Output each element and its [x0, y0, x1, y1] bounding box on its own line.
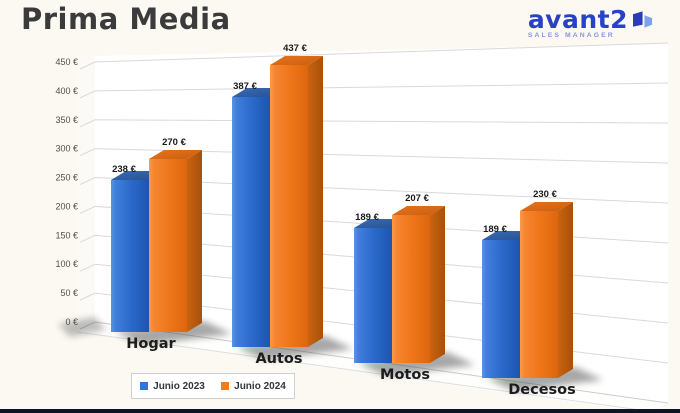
legend-swatch-junio-2023 — [140, 382, 149, 390]
value-label: 437 € — [283, 43, 307, 54]
value-label: 189 € — [355, 212, 379, 223]
chart-legend: Junio 2023 Junio 2024 — [131, 373, 295, 399]
y-axis-label: 250 € — [55, 173, 78, 183]
bar-motos-2024 — [392, 215, 430, 363]
bar-decesos-2024 — [520, 211, 558, 378]
y-axis-label: 200 € — [55, 201, 78, 211]
brand-tagline: SALES MANAGER — [527, 32, 615, 39]
gridline-300 — [79, 148, 669, 164]
bar-motos-2023 — [354, 228, 392, 363]
legend-swatch-junio-2024 — [221, 382, 230, 390]
floor-front-edge — [76, 331, 649, 412]
bar-autos-2024 — [270, 65, 308, 347]
brand-icon — [633, 11, 653, 28]
bar-shadow-motos — [358, 352, 475, 376]
gridline-200 — [79, 205, 669, 244]
bar-shadow-hogar — [115, 321, 232, 345]
legend-item-junio-2024[interactable]: Junio 2024 — [221, 381, 286, 392]
bar-side-hogar-2024 — [187, 150, 202, 332]
gridline-150 — [79, 234, 669, 284]
bar-top-hogar-2024 — [149, 150, 202, 159]
category-label-decesos: Decesos — [508, 382, 576, 398]
category-label-hogar: Hogar — [126, 336, 176, 352]
gridline-400 — [79, 82, 669, 99]
bar-hogar-2023 — [111, 180, 149, 332]
legend-label: Junio 2024 — [234, 380, 286, 392]
floor-corner-shadow — [58, 317, 106, 337]
bar-side-motos-2024 — [430, 206, 445, 363]
y-axis-label: 450 € — [55, 57, 78, 67]
gridline-450 — [79, 42, 669, 70]
value-label: 230 € — [533, 189, 557, 200]
y-axis-label: 150 € — [55, 230, 78, 240]
chart-side-wall — [77, 56, 95, 332]
gridline-100 — [79, 263, 669, 324]
y-axis-label: 100 € — [55, 259, 78, 269]
value-label: 207 € — [405, 193, 429, 204]
y-axis-label: 350 € — [55, 115, 78, 125]
bar-top-decesos-2024 — [520, 202, 573, 211]
value-label: 270 € — [162, 137, 186, 148]
bar-hogar-2024 — [149, 159, 187, 332]
category-label-motos: Motos — [380, 367, 430, 383]
bar-shadow-decesos — [486, 367, 603, 391]
bar-autos-2023 — [232, 97, 270, 347]
bar-side-decesos-2024 — [558, 202, 573, 378]
brand-logo: avant2 SALES MANAGER — [528, 7, 654, 40]
gridline-350 — [79, 119, 669, 128]
gridline-250 — [79, 177, 669, 204]
legend-item-junio-2023[interactable]: Junio 2023 — [140, 381, 205, 392]
bar-top-autos-2024 — [270, 56, 323, 65]
category-label-autos: Autos — [255, 351, 302, 367]
y-axis-label: 300 € — [55, 144, 78, 154]
gridline-50 — [79, 292, 669, 364]
bar-side-autos-2024 — [308, 56, 323, 347]
bar-top-motos-2024 — [392, 206, 445, 215]
bar-decesos-2023 — [482, 240, 520, 378]
legend-label: Junio 2023 — [153, 380, 205, 392]
y-axis-label: 400 € — [55, 86, 78, 96]
brand-name: avant2 — [527, 5, 628, 34]
value-label: 189 € — [483, 224, 507, 235]
bar-shadow-autos — [236, 336, 353, 360]
value-label: 387 € — [233, 81, 257, 92]
y-axis-label: 50 € — [60, 288, 78, 298]
value-label: 238 € — [112, 164, 136, 175]
page-title: Prima Media — [21, 2, 231, 36]
footer-accent-bar — [0, 409, 680, 413]
